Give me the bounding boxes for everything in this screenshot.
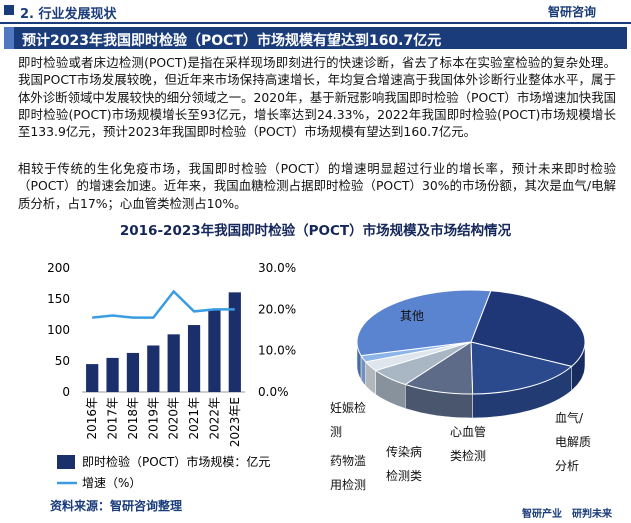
top-bar <box>0 0 631 24</box>
pie-slice <box>470 341 573 419</box>
x-tick-label: 2016年 <box>85 397 99 440</box>
x-tick-label: 2020年 <box>167 397 181 440</box>
headline: 预计2023年我国即时检验（POCT）市场规模有望达到160.7亿元 <box>22 33 442 49</box>
paragraph: 相较于传统的生化免疫市场，我国即时检验（POCT）的增速明显超过行业的增长率，预… <box>18 161 616 211</box>
paragraph: 即时检验或者床边检测(POCT)是指在采样现场即刻进行的快速诊断，省去了标本在实… <box>18 55 616 140</box>
pie-top <box>404 341 474 395</box>
y2-tick-label: 10.0% <box>258 344 296 358</box>
legend-swatch <box>57 455 75 469</box>
headline-band <box>4 27 627 49</box>
icon <box>4 5 14 15</box>
bar <box>106 357 119 392</box>
bar <box>187 325 201 392</box>
y-tick-label: 100 <box>47 323 70 337</box>
x-tick-label: 2019年 <box>146 397 160 440</box>
legend-label: 增速（%） <box>82 476 141 490</box>
pie-slice <box>404 341 474 419</box>
x-tick-label: 2018年 <box>126 397 140 440</box>
y2-tick-label: 0.0% <box>258 385 289 399</box>
line <box>92 289 235 319</box>
pie-top <box>470 290 586 367</box>
x-tick-label: 2017年 <box>106 397 120 440</box>
pie-slice <box>470 290 586 391</box>
y2-tick-label: 30.0% <box>258 261 296 275</box>
x-tick-label: 2021年 <box>187 397 201 440</box>
y-tick-label: 0 <box>62 385 70 399</box>
bar <box>147 345 160 392</box>
bar <box>208 308 221 392</box>
y2-tick-label: 20.0% <box>258 302 296 316</box>
y-tick-label: 150 <box>47 292 70 306</box>
footer-brand: 智研产业 <box>522 509 562 520</box>
bar <box>228 292 241 392</box>
pie-top <box>470 341 573 395</box>
footer-slogan: 研判未来 <box>572 509 612 520</box>
figure-title: 2016-2023年我国即时检验（POCT）市场规模及市场结构情况 <box>119 223 512 239</box>
headline-tab <box>4 27 14 49</box>
pie-label: 妊娠检测 <box>330 401 367 439</box>
pie-slice <box>374 341 472 409</box>
bar <box>167 334 180 392</box>
pie-slice <box>356 289 492 381</box>
y-tick-label: 200 <box>47 261 70 275</box>
section: 2. 行业发展现状 <box>20 7 117 22</box>
source: 资料来源：智研咨询整理 <box>50 499 183 513</box>
pie-label: 心血管类检测 <box>450 425 487 463</box>
x-tick-label: 2022年 <box>207 397 221 440</box>
bar <box>86 364 99 392</box>
x-tick-label: 2023年E <box>228 397 242 447</box>
logo: 智研咨询 <box>548 5 597 19</box>
pie-top <box>356 289 492 357</box>
pie-label: 血气/电解质分析 <box>555 411 592 473</box>
pie-label: 其他 <box>400 309 425 323</box>
legend-label: 即时检验（POCT）市场规模：亿元 <box>82 454 270 469</box>
pie-label: 传染病检测类 <box>386 445 423 483</box>
pie-label: 药物滥用检测 <box>330 454 367 492</box>
y-tick-label: 50 <box>55 354 70 368</box>
bar <box>126 352 140 392</box>
